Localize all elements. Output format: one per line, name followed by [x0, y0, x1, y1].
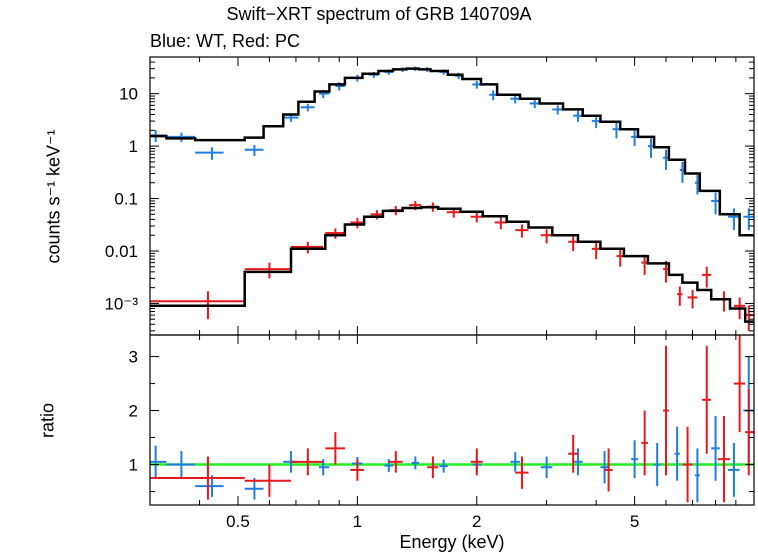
data-point-wt-19 [711, 415, 720, 481]
panel-frame [149, 56, 755, 336]
data-point-pc-13 [682, 426, 693, 503]
y-tick-label-spectrum-0: 10 [119, 85, 138, 104]
y-tick-label-ratio-1: 2 [129, 402, 138, 421]
data-point-wt-16 [472, 80, 482, 89]
data-point-pc-11 [494, 217, 507, 230]
model-line-pc [150, 206, 754, 323]
data-point-pc-7 [470, 448, 483, 476]
data-point-wt-13 [573, 448, 583, 476]
data-point-pc-2 [290, 448, 324, 476]
data-point-wt-0 [150, 445, 167, 479]
data-point-pc-3 [325, 432, 345, 465]
data-point-pc-15 [591, 241, 601, 260]
data-point-pc-22 [717, 291, 731, 312]
data-point-wt-31 [743, 208, 754, 231]
chart-title: Swift−XRT spectrum of GRB 140709A [226, 4, 532, 24]
data-point-pc-15 [717, 415, 731, 503]
data-point-pc-0 [150, 456, 245, 500]
data-point-wt-5 [300, 103, 315, 112]
data-point-wt-22 [591, 115, 601, 129]
data-point-wt-19 [529, 99, 540, 109]
data-point-wt-15 [631, 440, 639, 479]
data-point-wt-21 [573, 110, 583, 122]
data-point-pc-20 [687, 290, 698, 309]
ratio-panel: 0.5 1 2 5 1 2 3 [129, 334, 755, 531]
data-point-wt-14 [600, 451, 609, 484]
data-point-wt-30 [728, 208, 740, 231]
x-axis-label: Energy (keV) [399, 532, 505, 552]
y-axis-label-spectrum: counts s⁻¹ keV⁻¹ [43, 129, 64, 264]
panel-frame [149, 334, 755, 506]
data-point-pc-1 [244, 464, 291, 497]
data-point-pc-10 [604, 448, 613, 492]
data-point-pc-9 [568, 434, 579, 473]
data-point-wt-18 [695, 448, 700, 503]
data-point-pc-14 [702, 345, 712, 454]
x-tick-label-3: 5 [630, 512, 639, 531]
data-point-wt-20 [552, 105, 564, 115]
data-point-pc-14 [568, 235, 579, 251]
data-point-pc-6 [427, 456, 439, 479]
y-tick-label-spectrum-3: 0.01 [105, 242, 138, 261]
data-point-pc-5 [388, 451, 403, 473]
x-tick-label-0: 0.5 [226, 512, 250, 531]
data-point-wt-9 [439, 459, 448, 473]
data-point-pc-8 [515, 456, 529, 489]
data-point-pc-12 [663, 345, 669, 476]
data-point-wt-16 [654, 442, 661, 487]
data-point-pc-4 [350, 217, 365, 229]
data-point-wt-17 [489, 90, 498, 101]
spectrum-panel: 10 1 0.1 0.01 10⁻³ [104, 56, 755, 336]
model-line-wt [150, 67, 754, 237]
data-point-wt-18 [510, 94, 520, 104]
data-point-wt-20 [728, 442, 740, 497]
data-point-pc-11 [641, 410, 648, 476]
data-point-pc-1 [244, 262, 291, 279]
y-tick-label-spectrum-4: 10⁻³ [104, 294, 138, 313]
data-point-pc-17 [745, 388, 754, 476]
y-axis-label-ratio: ratio [37, 403, 58, 439]
chart-subtitle: Blue: WT, Red: PC [150, 31, 301, 51]
x-tick-label-2: 2 [472, 512, 481, 531]
data-point-pc-13 [540, 229, 553, 244]
data-point-wt-11 [510, 452, 520, 472]
data-point-wt-17 [674, 426, 680, 481]
data-point-pc-5 [370, 210, 383, 220]
data-point-wt-1 [166, 451, 196, 479]
data-point-wt-29 [711, 192, 720, 215]
data-point-pc-21 [702, 266, 712, 288]
data-point-pc-12 [515, 224, 529, 238]
data-point-pc-16 [733, 335, 746, 433]
data-point-pc-19 [677, 286, 683, 306]
data-point-pc-4 [350, 459, 365, 481]
y-tick-label-spectrum-1: 1 [129, 137, 138, 156]
y-tick-label-ratio-2: 3 [129, 348, 138, 367]
data-point-pc-24 [745, 305, 754, 331]
data-point-wt-12 [540, 456, 553, 479]
data-point-pc-3 [325, 228, 345, 239]
data-point-pc-10 [470, 212, 483, 223]
data-point-wt-8 [411, 456, 419, 470]
data-point-wt-3 [244, 144, 264, 156]
data-point-wt-2 [195, 147, 224, 160]
y-tick-label-spectrum-2: 0.1 [114, 190, 138, 209]
x-tick-label-1: 1 [353, 512, 362, 531]
y-tick-label-ratio-0: 1 [129, 456, 138, 475]
